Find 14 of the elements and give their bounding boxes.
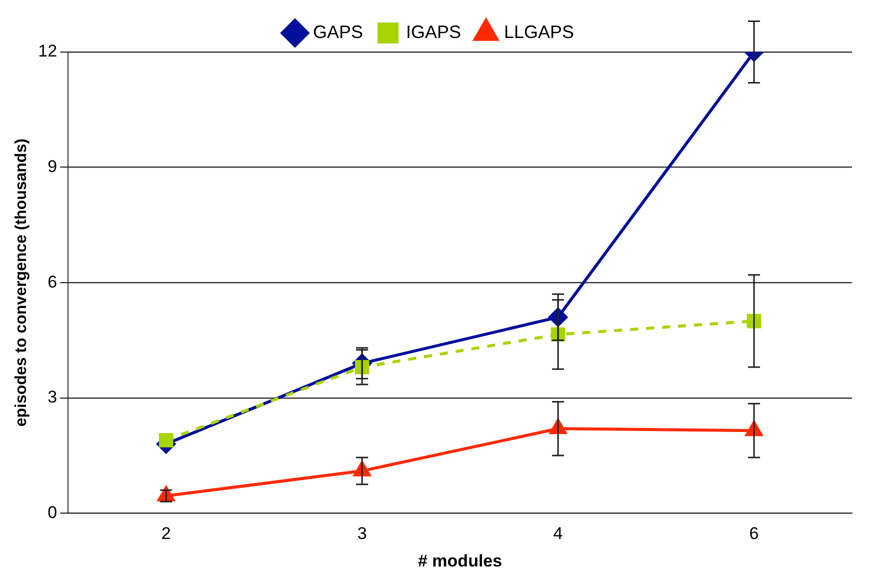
x-tick-label: 3 — [357, 524, 367, 544]
y-tick-label: 12 — [38, 42, 58, 61]
legend-label: GAPS — [312, 22, 363, 42]
x-tick-label: 2 — [161, 524, 171, 544]
x-tick-label: 6 — [749, 524, 759, 544]
y-tick-label: 0 — [48, 502, 58, 522]
y-tick-label: 6 — [48, 272, 58, 292]
y-tick-label: 3 — [48, 388, 58, 407]
legend-label: IGAPS — [406, 22, 462, 42]
x-tick-label: 4 — [553, 524, 563, 544]
legend-label: LLGAPS — [504, 22, 574, 42]
y-axis-title: episodes to convergence (thousands) — [13, 138, 30, 427]
y-tick-label: 9 — [48, 156, 58, 176]
x-axis-title: # modules — [418, 551, 502, 570]
